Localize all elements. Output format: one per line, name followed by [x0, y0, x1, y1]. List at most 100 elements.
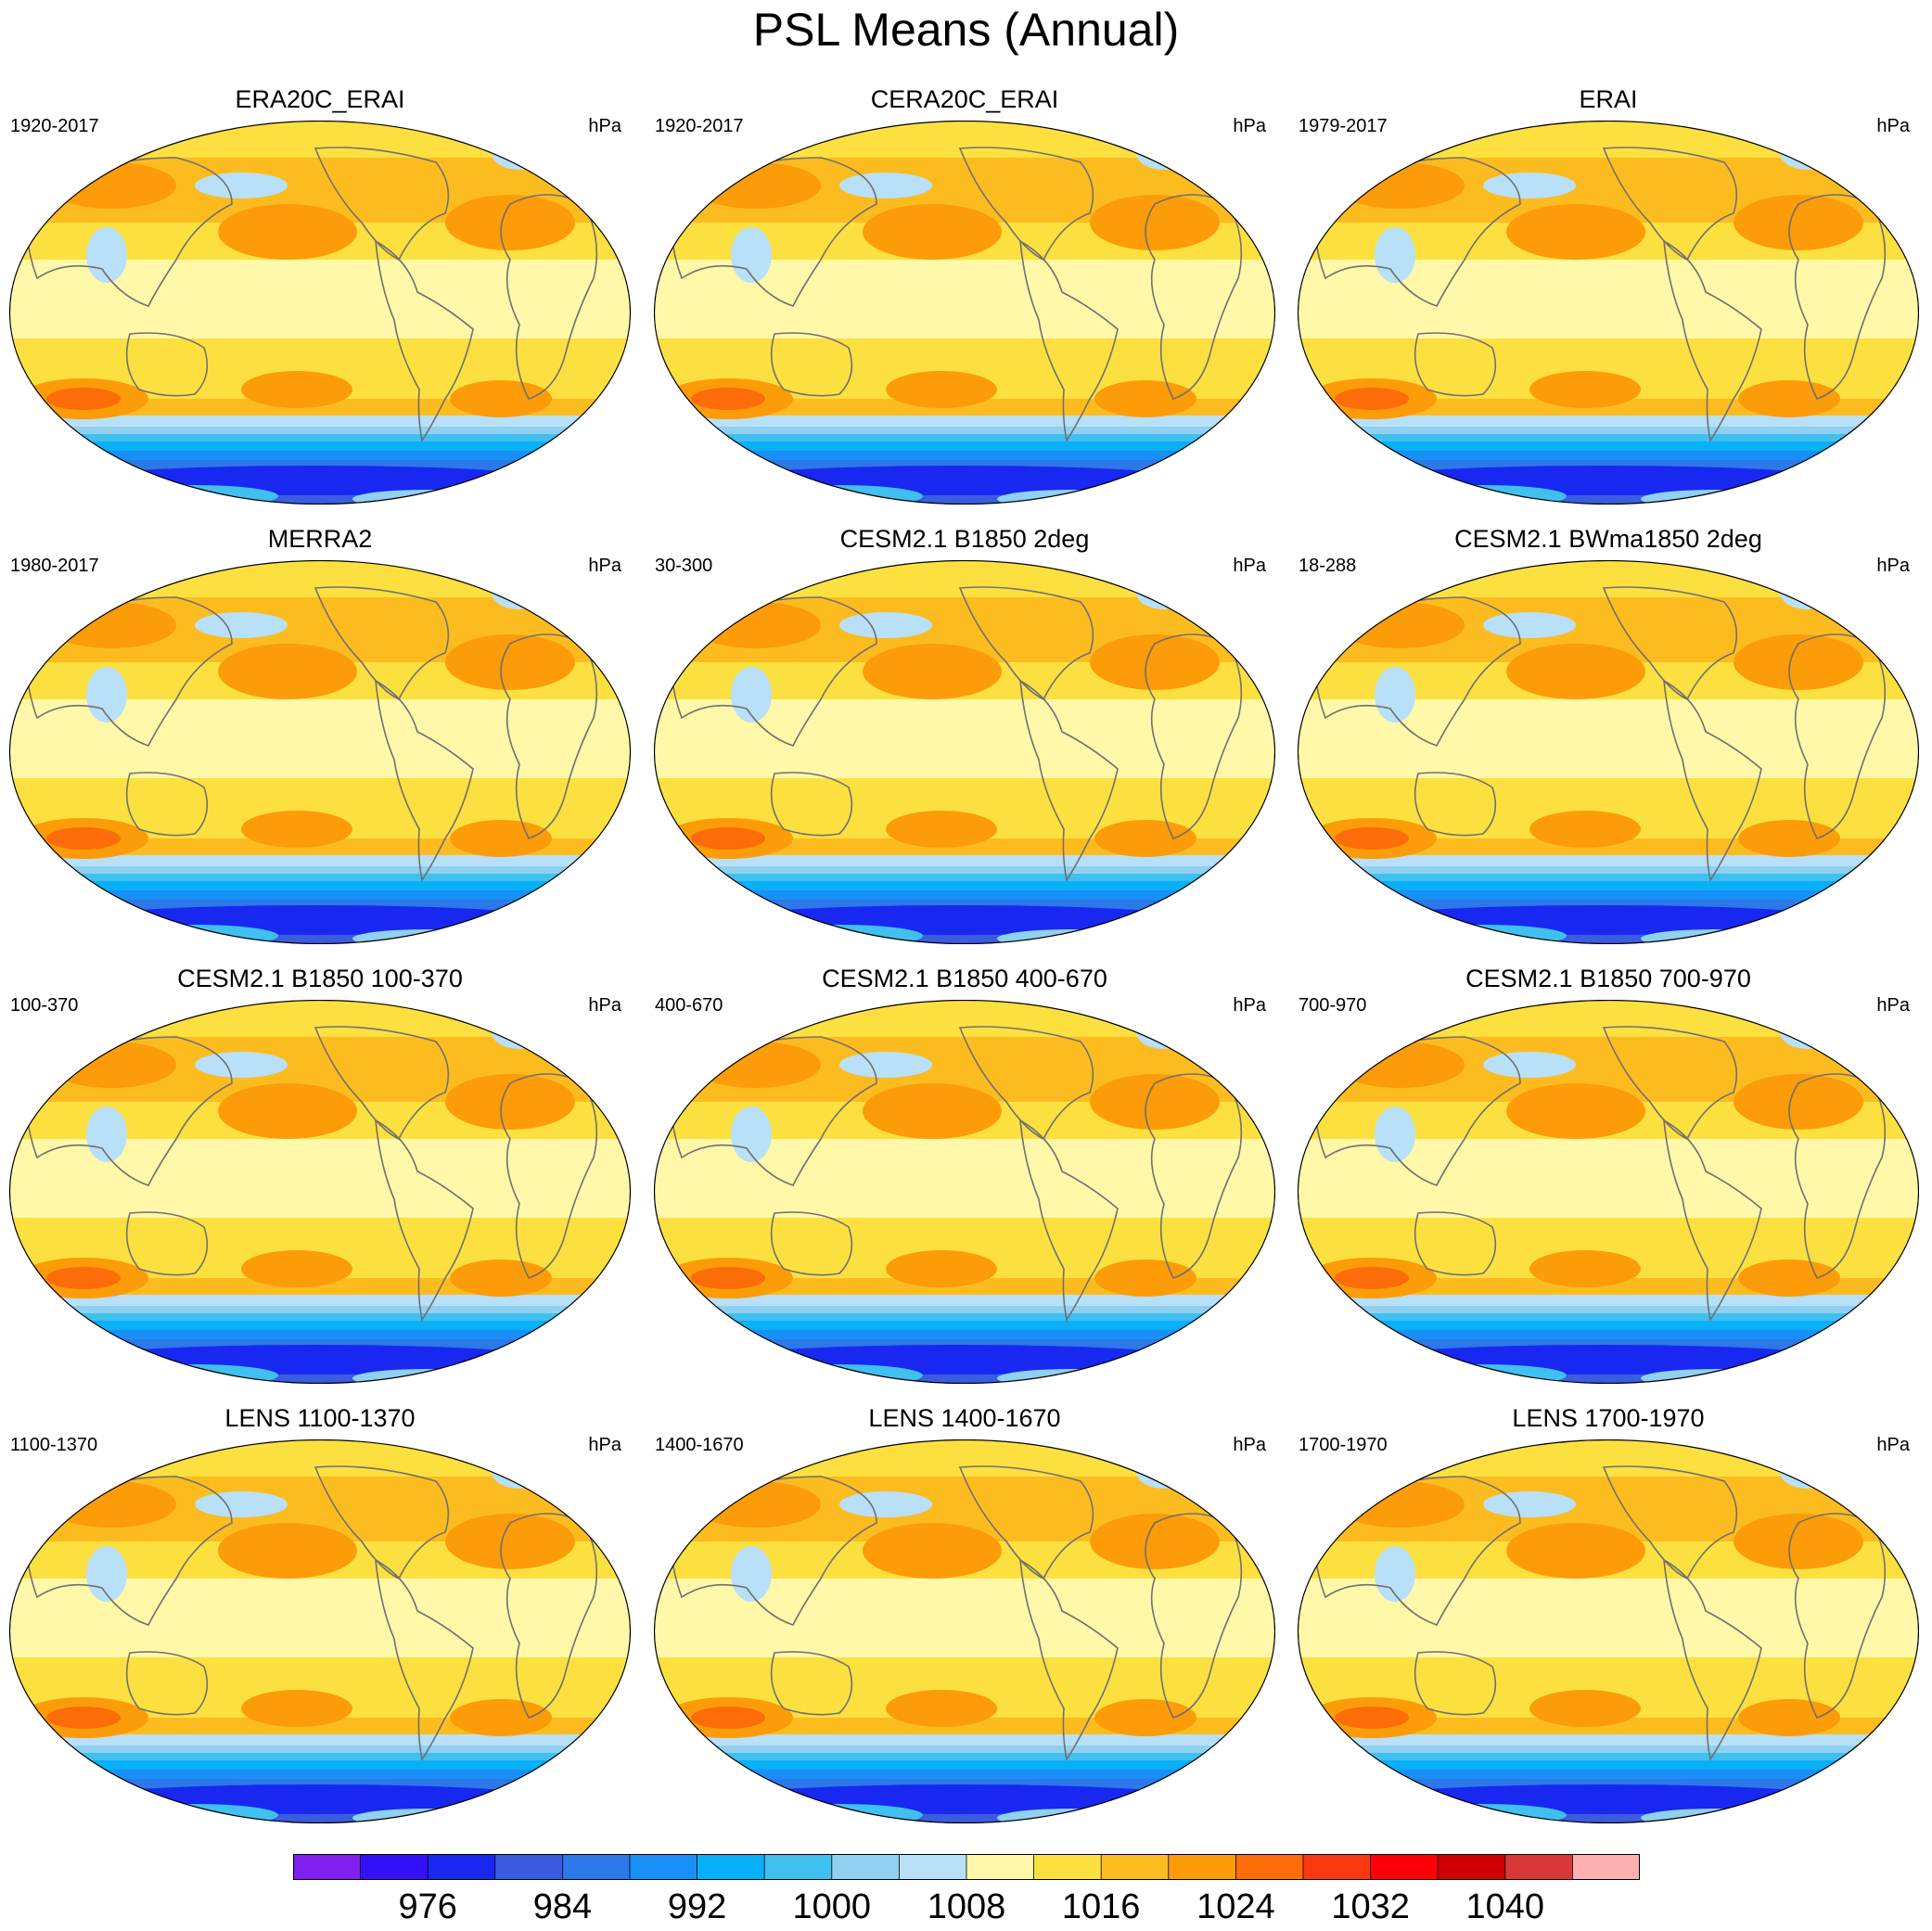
panel-title: ERAI: [1579, 85, 1638, 113]
map-pressure-region-1: [241, 1250, 352, 1287]
panel-unit: hPa: [1876, 1435, 1910, 1455]
map-border: [1298, 560, 1919, 944]
colorbar-box: [494, 1854, 563, 1880]
colorbar-box: [1168, 1854, 1236, 1880]
map-band-9: [654, 441, 1275, 451]
map-band-11: [654, 460, 1275, 471]
map-band-9: [1298, 881, 1919, 890]
coastline-1: [1602, 1026, 1738, 1141]
map-band-10: [1298, 890, 1919, 900]
coastline-0: [1663, 239, 1762, 443]
map-band-8: [654, 1313, 1275, 1321]
map-band-8: [654, 1753, 1275, 1760]
map-band-6: [654, 855, 1275, 866]
map-border: [1298, 121, 1919, 505]
map-pressure-region-2: [1738, 820, 1840, 857]
map-pressure-region-10: [74, 1784, 557, 1814]
map-pressure-region-3: [691, 388, 765, 410]
panel-unit: hPa: [1233, 1435, 1266, 1455]
map-band-6: [9, 416, 631, 427]
colorbar-tick-label: 976: [398, 1887, 457, 1926]
map-band-8: [1298, 434, 1919, 441]
map-band-11: [9, 1339, 631, 1350]
map-border: [9, 121, 631, 505]
map-band-9: [1298, 1321, 1919, 1330]
map-pressure-region-4: [218, 1083, 357, 1139]
map-band-0: [654, 1000, 1275, 1037]
map-pressure-region-4: [218, 644, 357, 699]
coastline-4: [770, 1211, 853, 1276]
map-band-9: [9, 441, 631, 451]
map-pressure-region-5: [1734, 1074, 1863, 1130]
map-pressure-region-1: [241, 371, 352, 408]
map-pressure-region-10: [74, 905, 557, 935]
coastline-3: [26, 1036, 233, 1186]
map-pressure-region-2: [1094, 820, 1196, 857]
map-band-10: [654, 890, 1275, 900]
map-pressure-region-3: [46, 827, 121, 850]
map-pressure-region-2: [450, 820, 552, 857]
panel-unit: hPa: [1233, 116, 1266, 136]
map-band-7: [654, 1306, 1275, 1313]
panel-title: CESM2.1 B1850 2deg: [839, 525, 1090, 553]
coastline-3: [1314, 1036, 1521, 1186]
colorbar-tick-label: 1040: [1465, 1887, 1545, 1926]
map-pressure-region-9: [492, 576, 547, 609]
map-band-7: [654, 427, 1275, 434]
map-pressure-region-5: [445, 634, 575, 690]
panel-period: 1920-2017: [10, 116, 99, 136]
map-pressure-region-5: [1090, 1074, 1220, 1130]
map-band-9: [654, 1321, 1275, 1330]
map-band-7: [9, 1746, 631, 1753]
map-pressure-region-8: [839, 173, 932, 198]
map-pressure-region-7: [1375, 227, 1415, 283]
map-pressure-region-9: [1780, 576, 1836, 609]
map-band-10: [1298, 1330, 1919, 1339]
map-pressure-region-1: [886, 371, 997, 408]
map-pressure-region-1: [886, 811, 997, 848]
map-pressure-region-10: [719, 1345, 1201, 1375]
map-panel: CERA20C_ERAI 1920-2017 hPa: [645, 83, 1285, 510]
map-band-8: [9, 1753, 631, 1760]
map-band-0: [1298, 560, 1919, 597]
coastline-4: [1414, 772, 1497, 837]
coastline-4: [770, 1651, 853, 1716]
map-pressure-region-2: [1094, 380, 1196, 417]
map-band-0: [1298, 1439, 1919, 1477]
coastline-1: [1602, 147, 1738, 262]
map-pressure-region-1: [241, 1690, 352, 1727]
map-band-8: [1298, 1313, 1919, 1321]
map-pressure-region-10: [719, 1784, 1201, 1814]
panel-unit: hPa: [588, 116, 621, 136]
map-pressure-region-7: [1375, 1546, 1415, 1602]
world-map: [9, 1000, 631, 1384]
panel-period: 1920-2017: [655, 116, 744, 136]
map-band-8: [9, 434, 631, 441]
map-pressure-region-4: [863, 1523, 1002, 1579]
world-map: [654, 560, 1275, 944]
coastline-1: [958, 586, 1094, 701]
map-band-11: [9, 1779, 631, 1790]
map-pressure-region-5: [1090, 195, 1220, 250]
colorbar-box: [1438, 1854, 1505, 1880]
coastline-4: [770, 332, 853, 397]
map-pressure-region-1: [1529, 1690, 1641, 1727]
map-pressure-region-4: [1506, 204, 1645, 260]
map-panel: LENS 1400-1670 1400-1670 hPa: [645, 1402, 1285, 1829]
map-band-11: [654, 1339, 1275, 1350]
colorbar-box: [966, 1854, 1034, 1880]
map-pressure-region-1: [886, 1250, 997, 1287]
map-panel: CESM2.1 B1850 100-370 100-370 hPa: [0, 963, 640, 1389]
map-band-10: [9, 451, 631, 460]
map-pressure-region-3: [691, 1707, 765, 1729]
map-pressure-region-2: [1094, 1260, 1196, 1297]
colorbar-box: [697, 1854, 765, 1880]
map-panel: MERRA2 1980-2017 hPa: [0, 523, 640, 950]
panel-unit: hPa: [1233, 995, 1266, 1016]
colorbar-box: [562, 1854, 630, 1880]
map-band-0: [9, 1000, 631, 1037]
map-pressure-region-5: [445, 1514, 575, 1569]
coastline-3: [671, 1036, 877, 1186]
map-pressure-region-4: [1506, 1523, 1645, 1579]
map-band-8: [9, 1313, 631, 1321]
